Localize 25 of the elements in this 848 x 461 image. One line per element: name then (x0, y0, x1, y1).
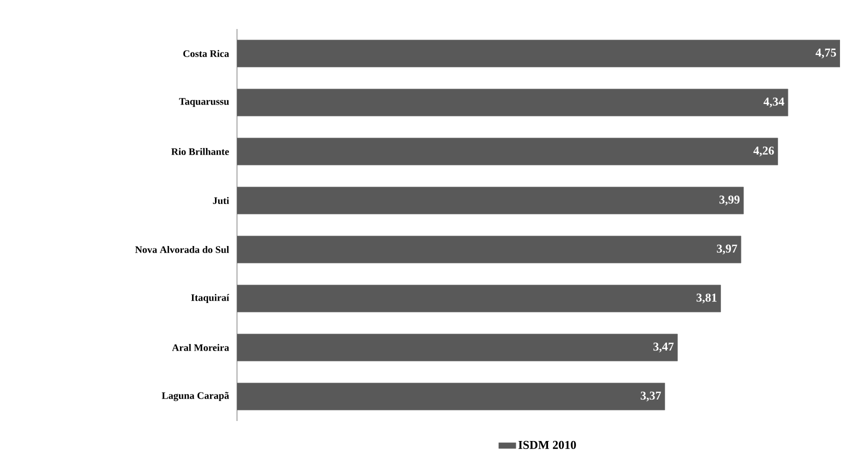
bar (237, 40, 840, 68)
data-label: 4,75 (816, 48, 836, 58)
bar (237, 382, 666, 410)
y-tick-label: Nova Alvorada do Sul (135, 246, 230, 254)
y-tick-label: Rio Brilhante (171, 148, 229, 156)
bar (237, 88, 788, 116)
bar (237, 138, 778, 166)
bar (237, 334, 678, 362)
bar (237, 284, 721, 312)
bar (237, 236, 742, 264)
data-label: 3,97 (716, 244, 738, 254)
data-label: 4,34 (764, 98, 784, 108)
y-tick-label: Laguna Carapã (162, 392, 230, 402)
legend-label: ISDM 2010 (518, 440, 576, 449)
data-label: 3,37 (640, 392, 661, 402)
y-tick-label: Taquarussu (179, 98, 229, 107)
data-label: 3,47 (653, 342, 674, 352)
data-label: 3,99 (719, 196, 740, 206)
bar (237, 186, 744, 214)
data-label: 4,26 (753, 146, 774, 156)
data-label: 3,81 (696, 294, 717, 304)
y-tick-label: Costa Rica (183, 50, 230, 58)
y-tick-label: Itaquiraí (191, 294, 230, 304)
y-tick-label: Aral Moreira (172, 344, 230, 352)
y-tick-label: Juti (212, 196, 230, 204)
